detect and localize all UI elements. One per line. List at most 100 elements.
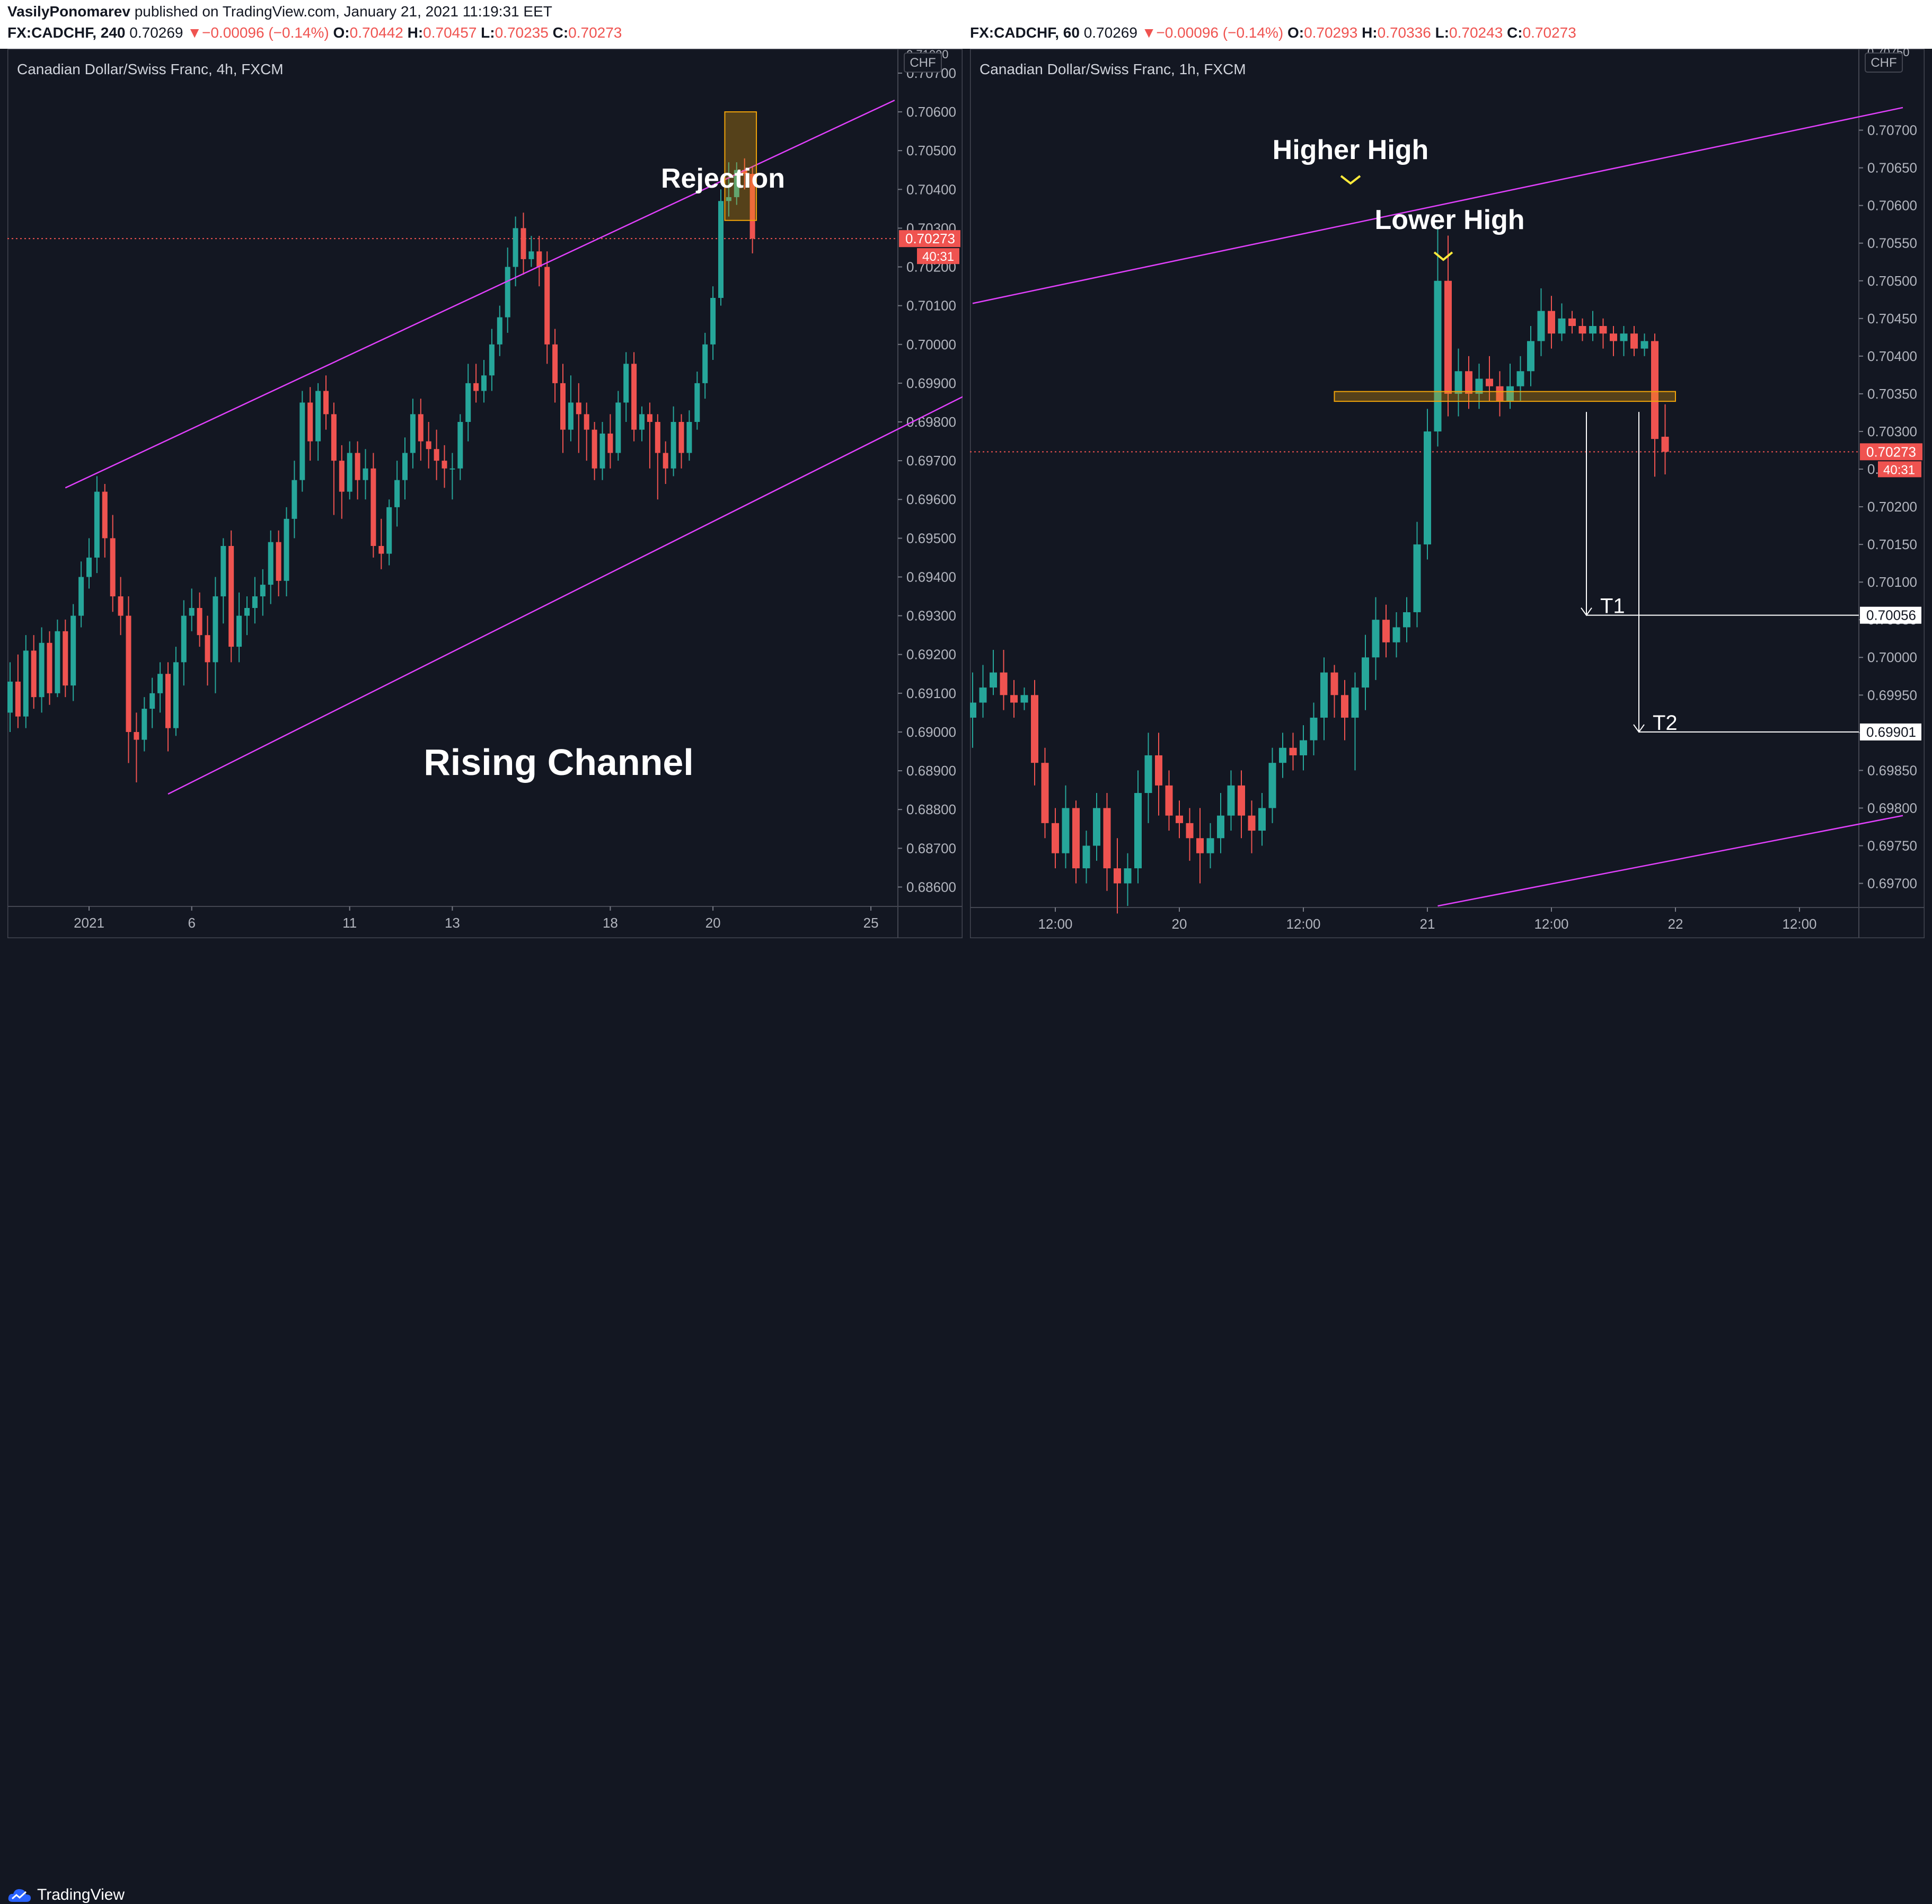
candle-body	[331, 414, 337, 461]
candle-body	[363, 468, 368, 480]
candle	[528, 236, 534, 267]
candle	[710, 286, 716, 360]
candle	[315, 383, 321, 461]
candle	[1362, 634, 1369, 710]
candle	[671, 406, 676, 477]
candle	[1661, 404, 1669, 474]
price-tick-label: 0.70300	[1867, 424, 1917, 439]
left-ohlc-legend: FX:CADCHF, 240 0.70269 ▼−0.00096 (−0.14%…	[7, 24, 622, 41]
candle	[1330, 665, 1338, 718]
candle	[1227, 770, 1235, 831]
candle-body	[1661, 436, 1669, 452]
candle-body	[1630, 333, 1638, 349]
right-symbol[interactable]: FX:CADCHF, 60	[970, 24, 1080, 41]
candle-body	[449, 468, 455, 470]
candle	[647, 402, 652, 469]
last-price-label: 0.70273	[1866, 444, 1916, 460]
time-tick-label: 20	[705, 915, 721, 931]
candle-body	[370, 468, 376, 546]
candle	[1527, 326, 1534, 386]
close-label: C:	[552, 24, 569, 41]
price-tick-label: 0.70700	[1867, 122, 1917, 138]
price-tick-label: 0.68900	[906, 763, 956, 779]
publish-info: VasilyPonomarev published on TradingView…	[7, 3, 552, 20]
price-tick-label: 0.70000	[1867, 649, 1917, 665]
chart-title: Canadian Dollar/Swiss Franc, 1h, FXCM	[980, 61, 1246, 77]
candle-body	[1238, 785, 1245, 816]
candle-body	[1392, 627, 1400, 642]
candle-body	[1268, 763, 1276, 808]
candle	[355, 441, 360, 500]
candle-body	[734, 170, 739, 197]
channel-line	[167, 396, 963, 795]
candle-body	[213, 596, 218, 663]
last-price-label: 0.70273	[905, 231, 955, 246]
candles	[970, 228, 1669, 914]
candle-body	[1651, 341, 1658, 439]
time-tick-label: 12:00	[1286, 916, 1320, 932]
candle-body	[489, 344, 495, 376]
candle	[39, 627, 45, 713]
time-tick-label: 21	[1420, 916, 1435, 932]
candle-body	[1578, 326, 1586, 334]
candle	[1341, 680, 1348, 741]
price-tick-label: 0.69100	[906, 685, 956, 701]
target-label: T1	[1600, 595, 1625, 618]
candle	[449, 453, 455, 500]
left-symbol[interactable]: FX:CADCHF, 240	[7, 24, 126, 41]
time-tick-label: 20	[1172, 916, 1187, 932]
candle-body	[1062, 808, 1070, 853]
tradingview-logo[interactable]: TradingView	[7, 1886, 125, 1904]
candle	[1372, 597, 1380, 680]
candle	[394, 461, 400, 527]
candle	[742, 158, 747, 190]
candle	[1640, 333, 1648, 356]
footer: TradingView	[0, 938, 1932, 1903]
candle-body	[31, 650, 37, 698]
candle	[1424, 409, 1431, 560]
currency-label: CHF	[1871, 56, 1896, 70]
candle-body	[299, 402, 305, 480]
candle	[1155, 733, 1162, 816]
candle	[418, 399, 424, 461]
candle	[1434, 228, 1442, 447]
candle-body	[1227, 785, 1235, 816]
candle-body	[1330, 672, 1338, 695]
candle	[181, 600, 187, 686]
author-name[interactable]: VasilyPonomarev	[7, 3, 130, 20]
candle	[599, 422, 605, 480]
candle-body	[1134, 793, 1142, 869]
candle	[442, 445, 447, 488]
time-tick-label: 12:00	[1038, 916, 1072, 932]
target-price-badge	[1860, 723, 1921, 741]
candle	[1630, 326, 1638, 356]
candle-body	[426, 441, 431, 449]
candle	[31, 635, 37, 709]
chart-4h-pane[interactable]: 0.709000.708000.707000.706000.705000.704…	[7, 49, 963, 938]
chart-1h-pane[interactable]: 0.70700 0.70650 0.70600 0.70550 0.70500 0.704…	[970, 49, 1925, 938]
candle-body	[1620, 333, 1628, 341]
last-price-badge	[1860, 443, 1922, 461]
candle	[118, 577, 123, 636]
candle-body	[710, 298, 716, 345]
candle	[1062, 785, 1070, 869]
candle-body	[473, 383, 479, 391]
candle	[1103, 793, 1111, 891]
candle	[205, 615, 210, 686]
lower-high-chevron-icon	[1433, 251, 1453, 261]
candle	[1072, 800, 1080, 884]
candle-body	[268, 542, 274, 585]
right-high: 0.70336	[1377, 24, 1431, 41]
time-tick-label: 11	[342, 915, 357, 931]
candle	[1020, 687, 1028, 710]
candle	[363, 449, 368, 500]
left-high: 0.70457	[423, 24, 477, 41]
candle	[536, 236, 542, 287]
time-tick-label: 2021	[74, 915, 104, 931]
candle	[702, 332, 708, 399]
candle-body	[1176, 815, 1183, 823]
price-tick-label: 0.70500	[1867, 273, 1917, 289]
candle	[213, 577, 218, 693]
candle	[268, 530, 274, 604]
price-tick-label: 0.69500	[906, 530, 956, 546]
